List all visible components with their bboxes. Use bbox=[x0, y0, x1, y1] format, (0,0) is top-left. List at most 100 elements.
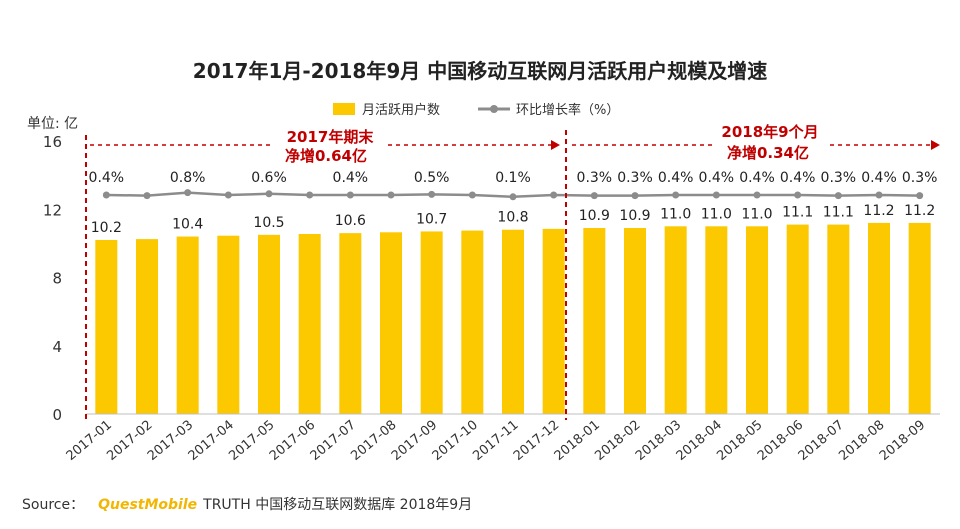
y-axis-label: 单位: 亿 bbox=[27, 116, 78, 132]
growth-rate-label: 0.4% bbox=[658, 170, 694, 186]
growth-rate-series bbox=[102, 189, 924, 201]
growth-rate-marker bbox=[753, 191, 761, 199]
growth-rate-marker bbox=[794, 191, 802, 199]
y-tick-label: 8 bbox=[52, 270, 62, 288]
bar bbox=[502, 229, 524, 414]
y-tick-label: 0 bbox=[52, 406, 62, 424]
growth-rate-marker bbox=[184, 189, 192, 197]
bar-value-label: 11.0 bbox=[660, 206, 691, 222]
bar-value-label: 10.5 bbox=[253, 215, 284, 231]
growth-rate-marker bbox=[306, 191, 314, 199]
growth-rate-marker bbox=[916, 192, 924, 200]
bar-value-label: 10.9 bbox=[579, 208, 610, 224]
growth-rate-label: 0.4% bbox=[89, 170, 125, 186]
growth-rate-label: 0.3% bbox=[617, 170, 653, 186]
bar bbox=[217, 235, 240, 414]
growth-rate-marker bbox=[387, 191, 395, 199]
bar-value-label: 11.2 bbox=[863, 203, 894, 219]
growth-rate-marker bbox=[550, 191, 558, 199]
bar bbox=[908, 222, 931, 414]
legend: 月活跃用户数 环比增长率（%） bbox=[333, 102, 619, 118]
annotation-2018-line2: 净增0.34亿 bbox=[727, 144, 809, 162]
bar-value-label: 11.2 bbox=[904, 203, 935, 219]
bar bbox=[176, 236, 199, 414]
bar bbox=[746, 226, 768, 414]
bar-value-label: 11.1 bbox=[823, 205, 854, 221]
growth-rate-marker bbox=[468, 191, 476, 199]
annotation-2017-line2: 净增0.64亿 bbox=[285, 147, 367, 165]
growth-rate-marker bbox=[224, 191, 232, 199]
growth-rate-marker bbox=[428, 190, 436, 198]
growth-rate-label: 0.1% bbox=[495, 170, 531, 186]
annotation-2018: 2018年9个月 净增0.34亿 bbox=[572, 123, 940, 162]
bar-value-label: 10.4 bbox=[172, 217, 203, 233]
chart-title: 2017年1月-2018年9月 中国移动互联网月活跃用户规模及增速 bbox=[193, 59, 767, 83]
bar-value-label: 11.1 bbox=[782, 205, 813, 221]
y-tick-label: 16 bbox=[43, 133, 62, 151]
bar-value-labels: 10.2 10.4 10.5 10.6 10.7 10.8 10.9 10.9 11.0 11.0… bbox=[91, 203, 936, 236]
x-tick-label: 2018-09 bbox=[877, 418, 928, 464]
bar-series bbox=[95, 222, 931, 414]
annotation-2018-line1: 2018年9个月 bbox=[721, 123, 818, 141]
bar bbox=[420, 231, 443, 414]
annotation-2017-arrowhead bbox=[551, 140, 560, 150]
growth-rate-label: 0.3% bbox=[577, 170, 613, 186]
growth-rate-marker bbox=[265, 190, 273, 198]
growth-rate-label: 0.4% bbox=[699, 170, 735, 186]
bar-value-label: 10.2 bbox=[91, 220, 122, 236]
legend-line-marker bbox=[490, 105, 498, 113]
y-tick-label: 4 bbox=[52, 338, 62, 356]
growth-rate-labels: 0.4% 0.8% 0.6% 0.4% 0.5% 0.1% 0.3% 0.3% 0.4% 0.4%… bbox=[89, 170, 938, 186]
x-axis: 2017-012017-022017-032017-042017-052017-… bbox=[64, 413, 940, 464]
bar bbox=[583, 228, 606, 414]
growth-rate-marker bbox=[102, 191, 110, 199]
bar bbox=[664, 226, 687, 414]
y-tick-label: 12 bbox=[43, 201, 62, 219]
bar bbox=[136, 239, 158, 414]
bar-value-label: 10.8 bbox=[497, 210, 528, 226]
growth-rate-label: 0.8% bbox=[170, 170, 206, 186]
legend-bar-swatch bbox=[333, 103, 355, 115]
growth-rate-marker bbox=[143, 192, 151, 200]
annotation-2017: 2017年期末 净增0.64亿 bbox=[90, 128, 560, 165]
bar bbox=[258, 234, 280, 414]
questmobile-logo: QuestMobile bbox=[98, 497, 198, 513]
bar bbox=[705, 226, 728, 414]
annotation-2018-arrowhead bbox=[931, 140, 940, 150]
growth-rate-marker bbox=[509, 193, 517, 201]
growth-rate-label: 0.3% bbox=[902, 170, 938, 186]
bar bbox=[95, 239, 118, 414]
bar bbox=[786, 224, 809, 414]
growth-rate-label: 0.4% bbox=[739, 170, 775, 186]
bar bbox=[868, 222, 890, 414]
growth-rate-marker bbox=[590, 192, 598, 200]
growth-rate-label: 0.3% bbox=[821, 170, 857, 186]
growth-rate-marker bbox=[712, 191, 720, 199]
bar bbox=[827, 224, 850, 414]
growth-rate-marker bbox=[346, 191, 354, 199]
legend-bar-label: 月活跃用户数 bbox=[362, 102, 440, 118]
bar-value-label: 10.9 bbox=[619, 208, 650, 224]
growth-rate-marker bbox=[875, 191, 883, 199]
bar bbox=[380, 232, 402, 414]
source-prefix: Source： bbox=[22, 497, 85, 513]
growth-rate-label: 0.4% bbox=[861, 170, 897, 186]
bar-value-label: 10.7 bbox=[416, 211, 447, 227]
growth-rate-marker bbox=[672, 191, 680, 199]
chart: 2017年1月-2018年9月 中国移动互联网月活跃用户规模及增速 月活跃用户数… bbox=[27, 59, 940, 464]
source-note: Source： QuestMobile TRUTH 中国移动互联网数据库 2018年… bbox=[22, 494, 472, 514]
bar-value-label: 11.0 bbox=[701, 206, 732, 222]
bar bbox=[542, 228, 565, 414]
growth-rate-label: 0.5% bbox=[414, 170, 450, 186]
growth-rate-label: 0.4% bbox=[333, 170, 369, 186]
legend-line-label: 环比增长率（%） bbox=[516, 102, 619, 118]
growth-rate-label: 0.4% bbox=[780, 170, 816, 186]
source-text: TRUTH 中国移动互联网数据库 2018年9月 bbox=[203, 497, 473, 513]
bar bbox=[624, 228, 646, 414]
bar bbox=[461, 230, 484, 414]
bar bbox=[298, 233, 321, 414]
bar-value-label: 10.6 bbox=[335, 213, 366, 229]
growth-rate-marker bbox=[631, 192, 639, 200]
bar bbox=[339, 233, 362, 414]
annotation-2017-line1: 2017年期末 bbox=[287, 128, 375, 146]
